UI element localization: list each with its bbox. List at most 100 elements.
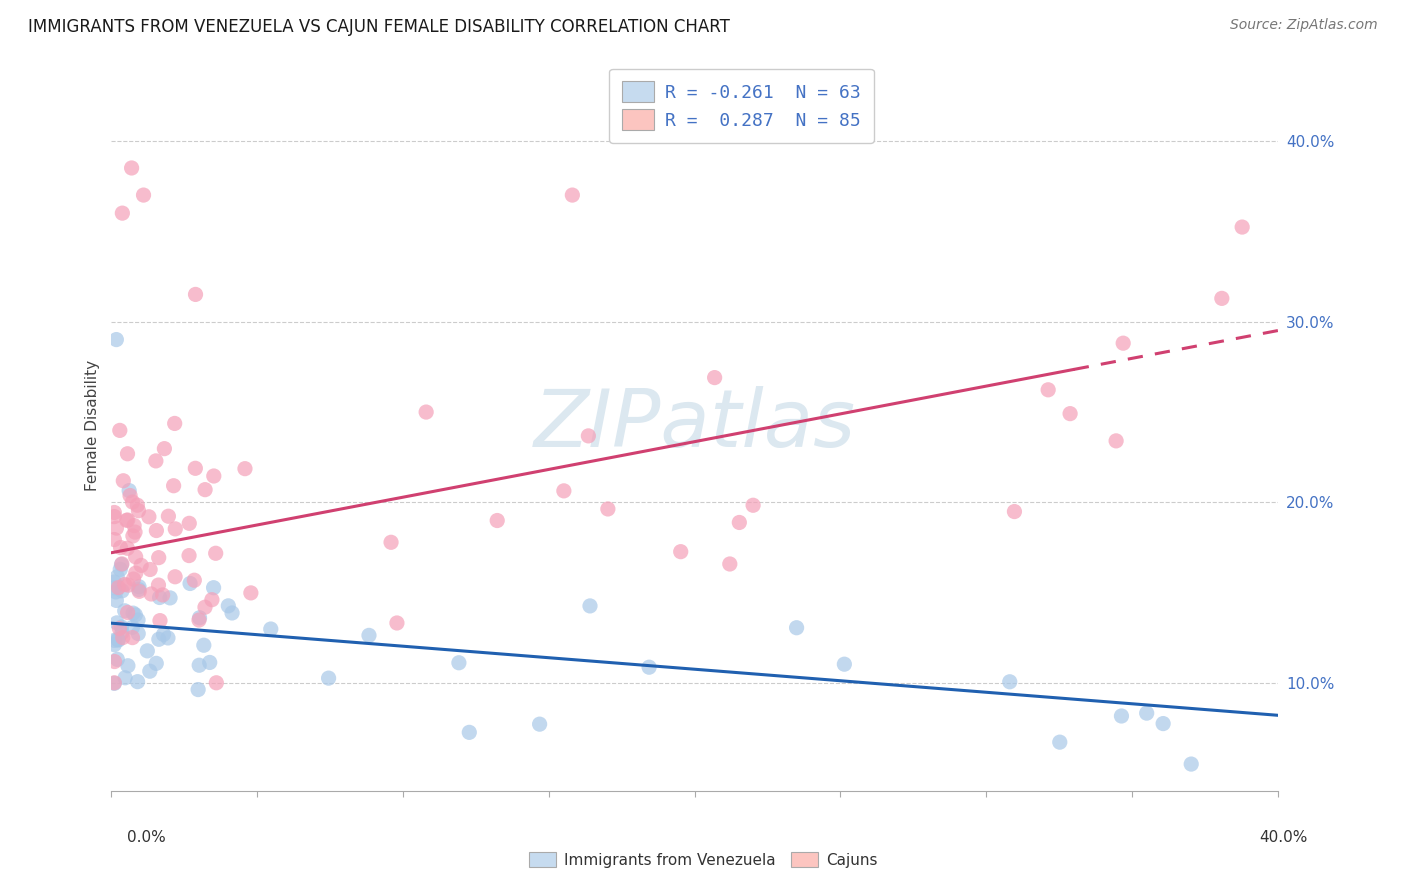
Point [111, 631, 134, 645]
Point [122, 572, 145, 586]
Text: 0.0%: 0.0% [127, 830, 166, 845]
Point [1152, 716, 1174, 731]
Point [233, 461, 256, 475]
Point [139, 562, 162, 576]
Point [728, 516, 751, 530]
Point [108, 424, 131, 438]
Point [141, 587, 163, 601]
Point [201, 592, 224, 607]
Point [576, 429, 599, 443]
Point [121, 631, 143, 645]
Point [357, 628, 380, 642]
Point [529, 717, 551, 731]
Point [447, 656, 470, 670]
Point [103, 574, 125, 589]
Point [117, 513, 139, 527]
Point [703, 370, 725, 384]
Point [179, 576, 201, 591]
Point [148, 550, 170, 565]
Point [202, 469, 225, 483]
Point [145, 524, 167, 538]
Point [114, 604, 136, 618]
Point [139, 664, 162, 678]
Point [110, 558, 132, 572]
Point [198, 656, 221, 670]
Point [128, 580, 150, 594]
Point [1136, 706, 1159, 720]
Point [184, 461, 207, 475]
Point [117, 658, 139, 673]
Point [786, 621, 808, 635]
Point [183, 573, 205, 587]
Point [107, 633, 129, 648]
Point [159, 591, 181, 605]
Text: IMMIGRANTS FROM VENEZUELA VS CAJUN FEMALE DISABILITY CORRELATION CHART: IMMIGRANTS FROM VENEZUELA VS CAJUN FEMAL… [28, 18, 730, 36]
Point [486, 514, 509, 528]
Point [1230, 220, 1253, 235]
Point [110, 541, 132, 555]
Point [458, 725, 481, 739]
Point [112, 474, 135, 488]
Point [117, 541, 139, 556]
Point [718, 557, 741, 571]
Point [103, 533, 125, 547]
Point [1111, 709, 1133, 723]
Point [122, 518, 145, 533]
Point [1036, 383, 1059, 397]
Point [194, 600, 217, 615]
Point [742, 498, 765, 512]
Point [1211, 291, 1233, 305]
Point [125, 566, 148, 581]
Point [553, 483, 575, 498]
Point [184, 287, 207, 301]
Point [162, 479, 184, 493]
Point [188, 658, 211, 673]
Point [145, 454, 167, 468]
Point [194, 483, 217, 497]
Point [118, 483, 141, 498]
Legend: R = -0.261  N = 63, R =  0.287  N = 85: R = -0.261 N = 63, R = 0.287 N = 85 [609, 69, 873, 143]
Point [385, 615, 408, 630]
Point [129, 558, 152, 573]
Point [103, 581, 125, 595]
Point [111, 206, 134, 220]
Point [998, 674, 1021, 689]
Point [205, 675, 228, 690]
Point [121, 495, 143, 509]
Point [105, 333, 128, 347]
Point [239, 586, 262, 600]
Point [103, 633, 125, 648]
Point [579, 599, 602, 613]
Point [124, 525, 146, 540]
Point [128, 584, 150, 599]
Point [1105, 434, 1128, 448]
Point [156, 631, 179, 645]
Point [204, 546, 226, 560]
Point [217, 599, 239, 613]
Point [107, 581, 129, 595]
Point [121, 161, 143, 175]
Point [105, 593, 128, 607]
Point [669, 544, 692, 558]
Point [110, 562, 132, 576]
Point [117, 606, 139, 620]
Point [561, 188, 583, 202]
Point [103, 676, 125, 690]
Point [108, 622, 131, 636]
Point [138, 509, 160, 524]
Point [111, 583, 134, 598]
Point [128, 582, 150, 597]
Point [103, 506, 125, 520]
Point [136, 644, 159, 658]
Point [165, 570, 187, 584]
Point [152, 588, 174, 602]
Point [110, 620, 132, 634]
Point [260, 622, 283, 636]
Point [415, 405, 437, 419]
Point [118, 489, 141, 503]
Point [132, 188, 155, 202]
Point [177, 549, 200, 563]
Point [103, 675, 125, 690]
Point [114, 671, 136, 685]
Point [115, 513, 138, 527]
